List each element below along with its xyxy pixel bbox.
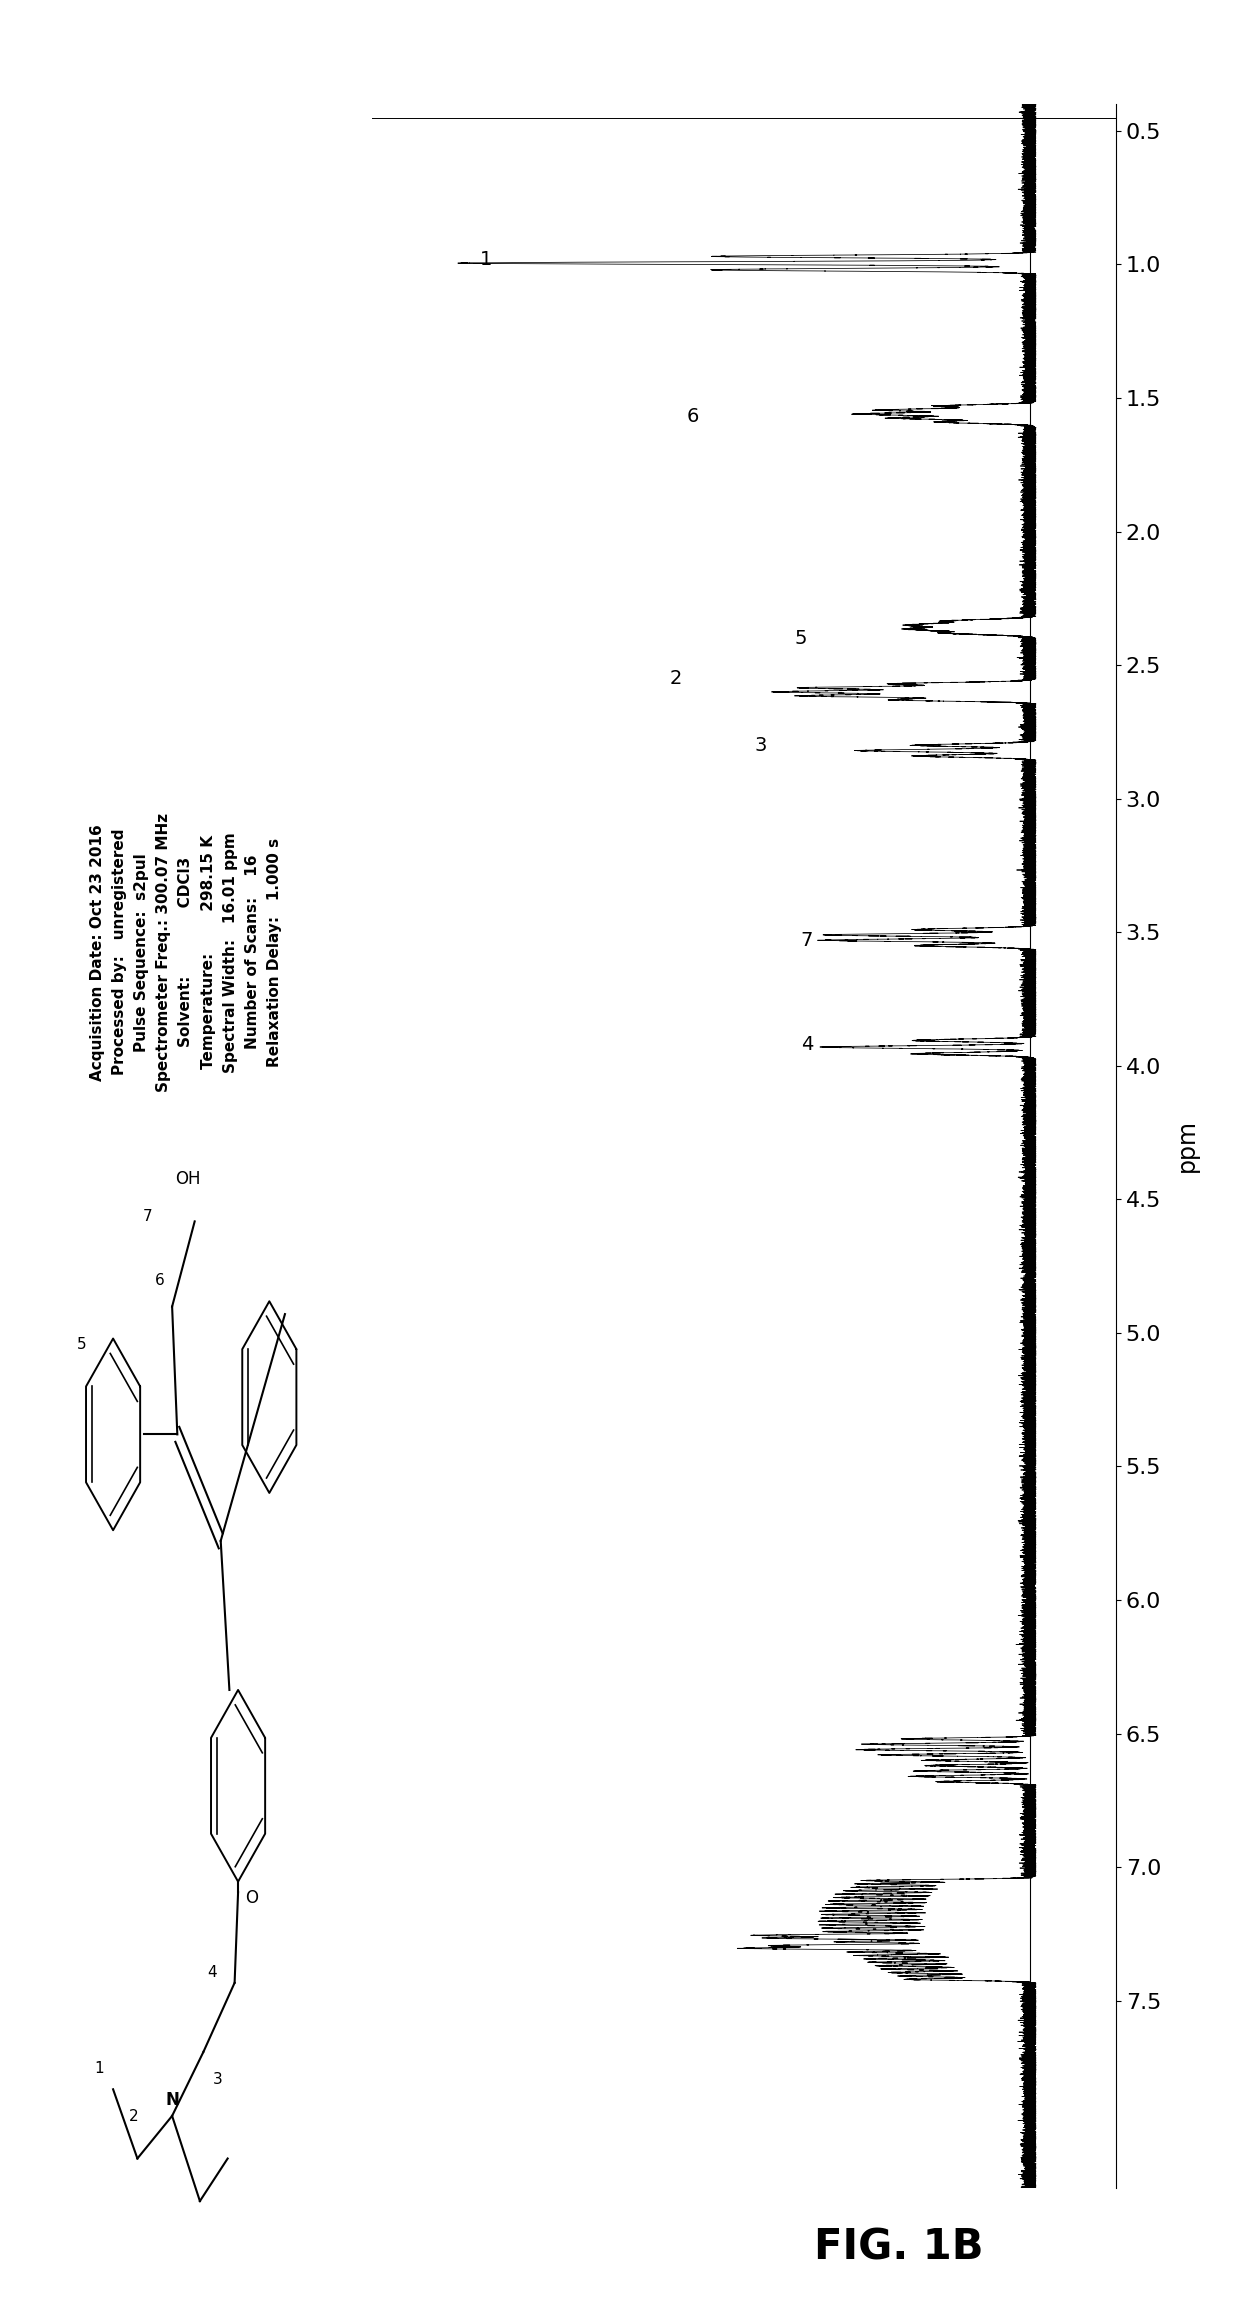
Text: 5: 5: [795, 630, 807, 648]
Text: 4: 4: [801, 1035, 813, 1053]
Text: 6: 6: [155, 1273, 165, 1287]
Y-axis label: ppm: ppm: [1176, 1120, 1199, 1171]
Text: 3: 3: [212, 2072, 222, 2086]
Text: O: O: [246, 1889, 258, 1908]
Text: Acquisition Date: Oct 23 2016
Processed by:   unregistered
Pulse Sequence:  s2pu: Acquisition Date: Oct 23 2016 Processed …: [89, 813, 283, 1093]
Text: 2: 2: [670, 669, 682, 688]
Text: 3: 3: [755, 736, 768, 755]
Text: FIG. 1B: FIG. 1B: [815, 2227, 983, 2269]
Text: 1: 1: [94, 2060, 104, 2077]
Text: 7: 7: [143, 1208, 153, 1225]
Text: 6: 6: [686, 407, 698, 426]
Text: OH: OH: [175, 1169, 201, 1188]
Text: 1: 1: [480, 250, 492, 269]
Text: N: N: [165, 2090, 179, 2109]
Text: 7: 7: [801, 931, 813, 949]
Text: 4: 4: [207, 1965, 217, 1979]
Text: 2: 2: [129, 2109, 139, 2125]
Text: 5: 5: [77, 1338, 87, 1352]
